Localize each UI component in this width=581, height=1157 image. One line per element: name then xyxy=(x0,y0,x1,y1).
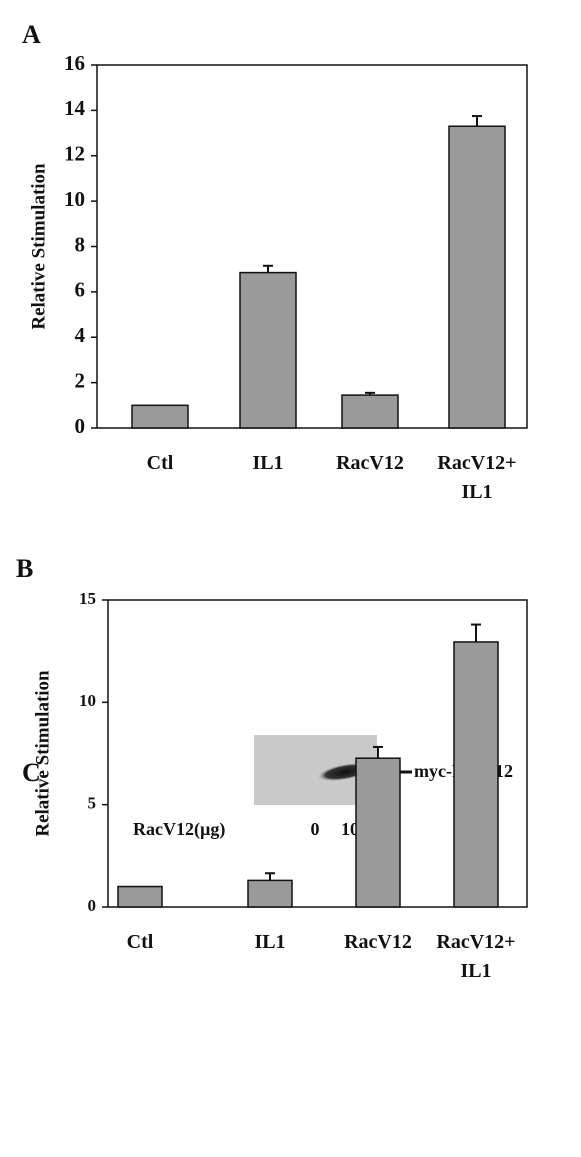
bar xyxy=(118,887,162,907)
panel-label: A xyxy=(22,20,41,49)
x-tick-label: RacV12+ IL1 xyxy=(437,449,517,507)
bar xyxy=(454,642,498,907)
y-tick-label: 5 xyxy=(88,794,97,813)
y-tick-label: 10 xyxy=(79,691,96,710)
bar xyxy=(342,395,398,428)
y-axis-title: Relative Stimulation xyxy=(32,670,53,837)
y-tick-label: 8 xyxy=(75,232,86,256)
bar xyxy=(240,273,296,428)
x-tick-label: Ctl xyxy=(100,928,180,957)
y-tick-label: 16 xyxy=(64,51,85,75)
x-tick-label: Ctl xyxy=(120,449,200,478)
lane-axis-label: RacV12(µg) xyxy=(133,819,225,840)
x-tick-label: RacV12+ IL1 xyxy=(436,928,516,986)
x-tick-label: RacV12 xyxy=(330,449,410,478)
bar xyxy=(449,126,505,428)
x-tick-label: RacV12 xyxy=(338,928,418,957)
y-tick-label: 12 xyxy=(64,142,85,166)
y-tick-label: 0 xyxy=(88,896,97,915)
bar xyxy=(356,758,400,907)
y-tick-label: 2 xyxy=(75,368,86,392)
y-tick-label: 10 xyxy=(64,187,85,211)
bar xyxy=(132,405,188,428)
x-tick-label: IL1 xyxy=(228,449,308,478)
bar xyxy=(248,880,292,907)
y-tick-label: 6 xyxy=(75,278,86,302)
panel-label: B xyxy=(16,554,33,583)
figure: C myc-RacV12 RacV12(µg) 0 10 ARelative S… xyxy=(0,0,581,1157)
x-tick-label: IL1 xyxy=(230,928,310,957)
lane-label: 0 xyxy=(311,819,320,839)
y-tick-label: 14 xyxy=(64,96,86,120)
y-tick-label: 4 xyxy=(75,323,86,347)
y-axis-title: Relative Stimulation xyxy=(28,163,49,330)
y-tick-label: 0 xyxy=(75,414,86,438)
y-tick-label: 15 xyxy=(79,589,96,608)
